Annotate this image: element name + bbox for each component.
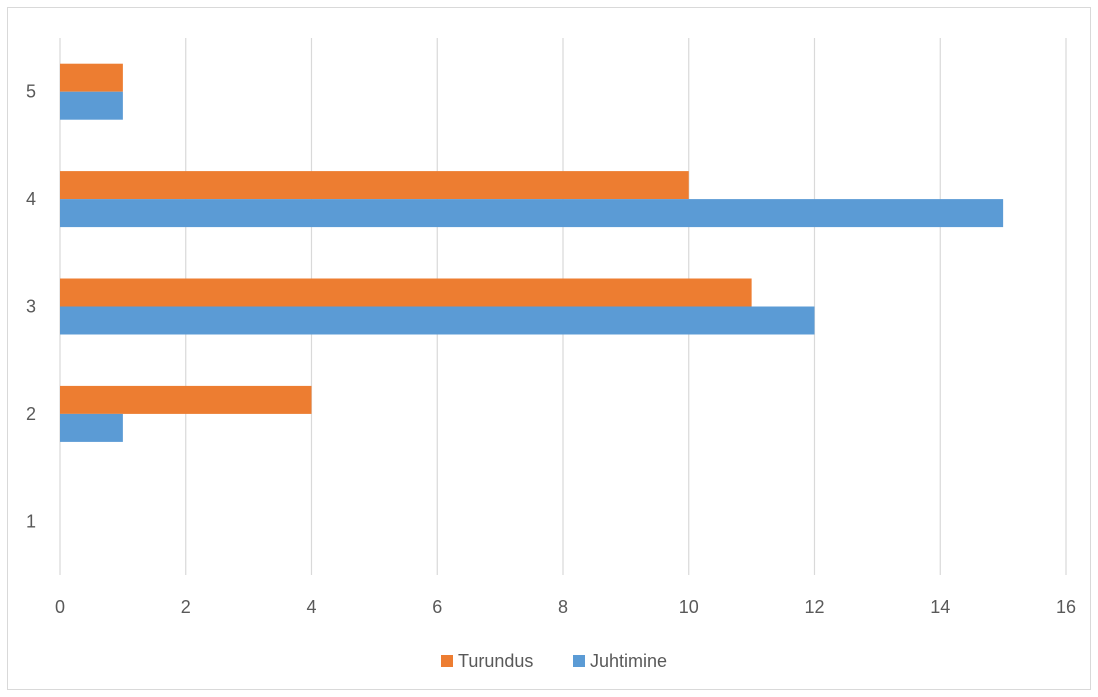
- x-tick-label: 16: [1056, 597, 1076, 617]
- x-tick-label: 6: [432, 597, 442, 617]
- chart-frame: [7, 7, 1091, 690]
- legend-label-turundus: Turundus: [458, 651, 533, 671]
- x-tick-label: 12: [804, 597, 824, 617]
- x-tick-label: 10: [679, 597, 699, 617]
- legend: Turundus Juhtimine: [441, 651, 667, 671]
- bar-turundus-4: [60, 171, 689, 200]
- y-tick-label: 3: [26, 297, 36, 317]
- y-tick-label: 5: [26, 82, 36, 102]
- bar-turundus-2: [60, 385, 312, 414]
- legend-swatch-turundus: [441, 655, 453, 667]
- bar-juhtimine-5: [60, 91, 123, 120]
- y-axis-ticks: 1 2 3 4 5: [26, 82, 36, 532]
- bar-juhtimine-3: [60, 306, 815, 335]
- bar-juhtimine-2: [60, 413, 123, 442]
- legend-label-juhtimine: Juhtimine: [590, 651, 667, 671]
- y-tick-label: 1: [26, 511, 36, 531]
- bar-juhtimine-4: [60, 199, 1004, 228]
- legend-swatch-juhtimine: [573, 655, 585, 667]
- x-tick-label: 4: [306, 597, 316, 617]
- x-tick-label: 0: [55, 597, 65, 617]
- x-tick-label: 8: [558, 597, 568, 617]
- bar-turundus-3: [60, 278, 752, 307]
- x-axis-ticks: 0 2 4 6 8 10 12 14 16: [55, 597, 1076, 617]
- bar-turundus-5: [60, 63, 123, 92]
- y-tick-label: 4: [26, 189, 36, 209]
- x-tick-label: 2: [181, 597, 191, 617]
- y-tick-label: 2: [26, 404, 36, 424]
- x-tick-label: 14: [930, 597, 950, 617]
- bars: [60, 63, 1004, 442]
